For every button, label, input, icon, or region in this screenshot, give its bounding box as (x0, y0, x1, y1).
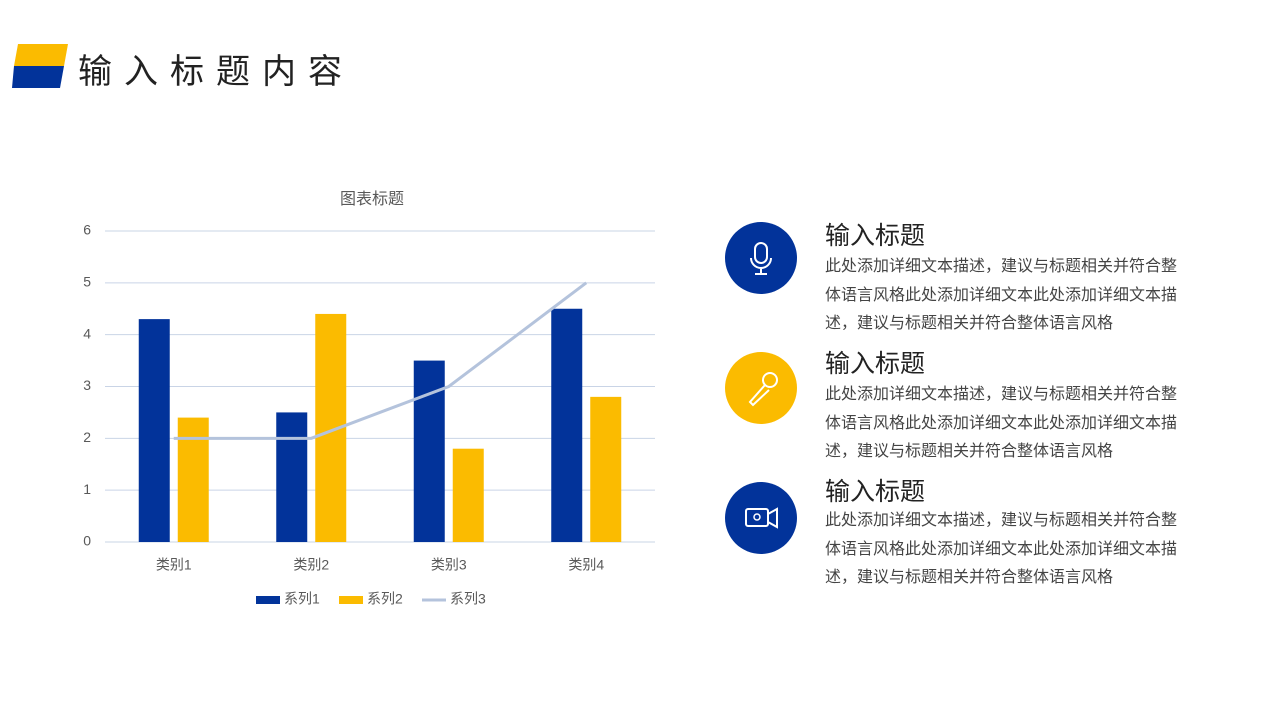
y-tick-label: 4 (83, 325, 91, 341)
logo-blue (12, 66, 64, 88)
bar (413, 360, 445, 542)
y-tick-label: 2 (83, 429, 91, 445)
legend-swatch (256, 596, 280, 604)
y-tick-label: 0 (83, 533, 91, 549)
bar (177, 417, 209, 542)
item-title: 输入标题 (825, 222, 926, 250)
icon-3 (725, 482, 797, 554)
item-text: 此处添加详细文本描述，建议与标题相关并符合整体语言风格此处添加详细文本此处添加详… (825, 512, 1178, 586)
x-tick-label: 类别3 (431, 557, 467, 573)
chart-title: 图表标题 (340, 190, 404, 208)
item-text: 此处添加详细文本描述，建议与标题相关并符合整体语言风格此处添加详细文本此处添加详… (825, 386, 1178, 460)
bar (276, 412, 308, 542)
legend-label: 系列1 (284, 591, 320, 607)
y-tick-label: 6 (83, 222, 91, 238)
x-tick-label: 类别1 (156, 557, 192, 573)
legend-swatch (339, 596, 363, 604)
item-text: 此处添加详细文本描述，建议与标题相关并符合整体语言风格此处添加详细文本此处添加详… (825, 258, 1178, 332)
icon-1 (725, 222, 797, 294)
y-tick-label: 5 (83, 274, 91, 290)
item-title: 输入标题 (825, 478, 926, 506)
x-tick-label: 类别4 (568, 557, 604, 573)
bar (551, 308, 583, 542)
x-tick-label: 类别2 (293, 557, 329, 573)
y-tick-label: 3 (83, 377, 91, 393)
legend-label: 系列2 (367, 591, 403, 607)
legend-label: 系列3 (450, 591, 486, 607)
item-title: 输入标题 (825, 350, 926, 378)
line (173, 281, 588, 440)
bar (138, 319, 170, 542)
icon-2 (725, 352, 797, 424)
bar (590, 396, 622, 542)
y-tick-label: 1 (83, 481, 91, 497)
bar (452, 448, 484, 542)
page-title: 输入标题内容 (78, 53, 354, 91)
logo-yellow (14, 44, 68, 66)
